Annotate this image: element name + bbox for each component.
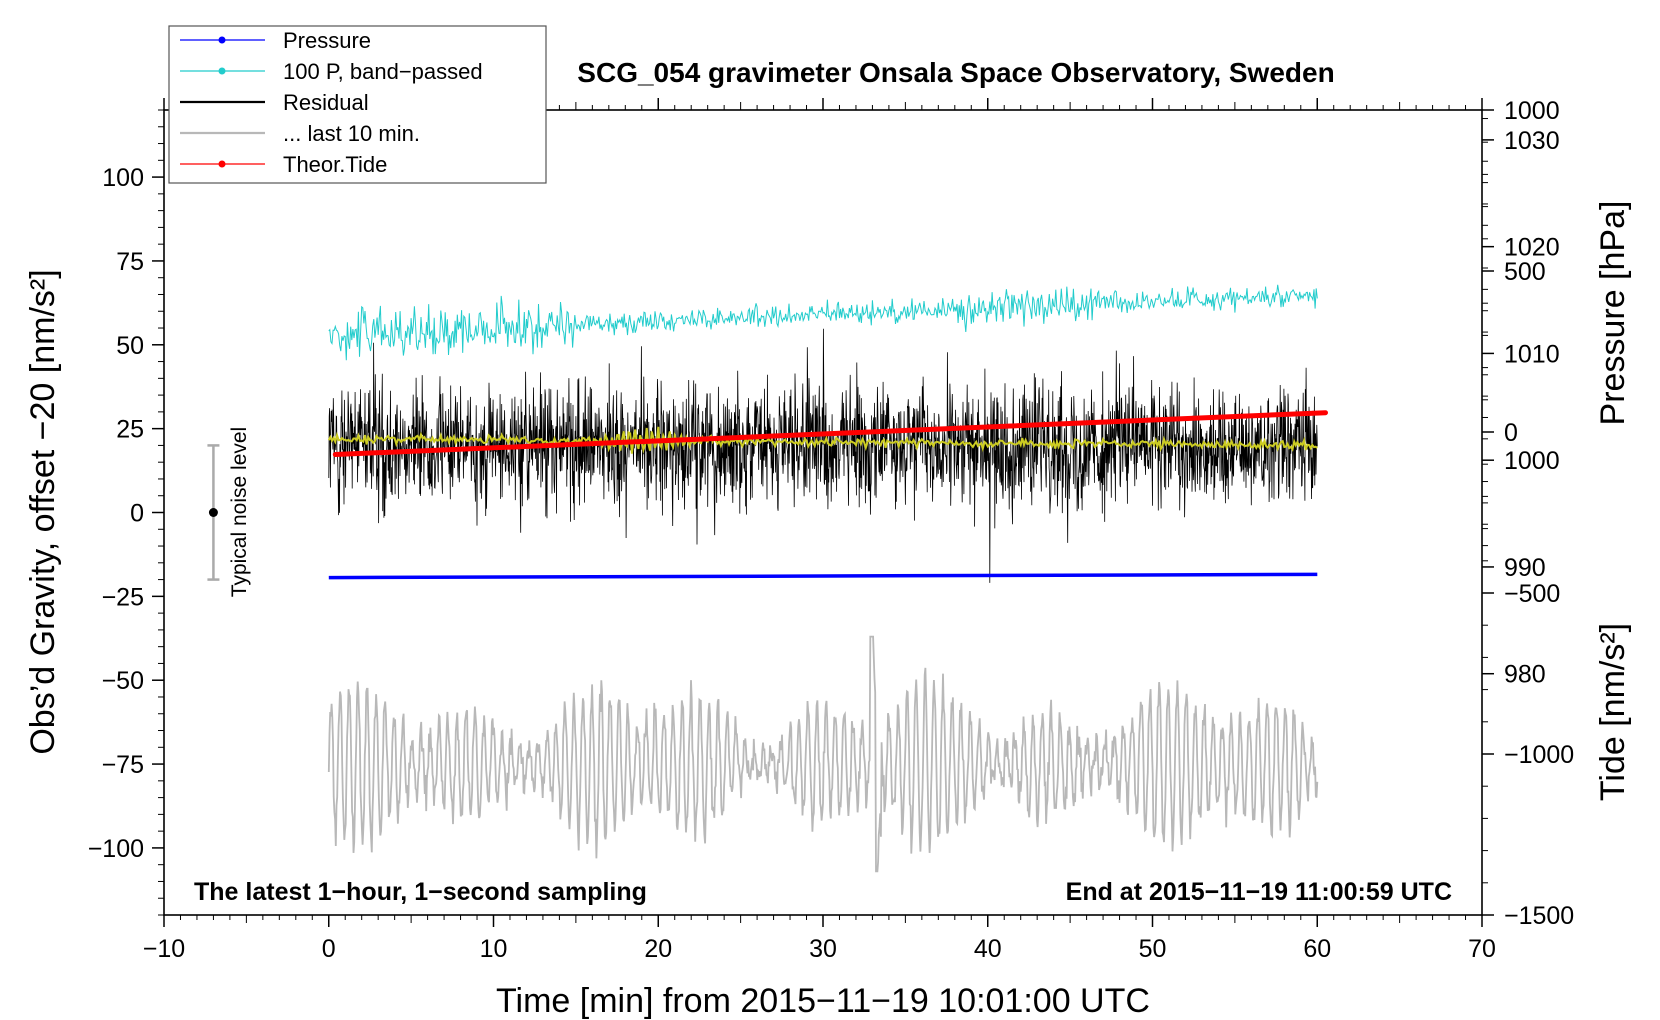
pressure-tick-label: 980 [1504,661,1546,689]
tide-tick-label: 1000 [1504,97,1560,125]
noise-indicator [207,444,220,581]
noise-center-point [208,508,218,517]
pressure-tick-label: 1030 [1504,127,1560,155]
x-tick-label: 50 [1139,935,1167,963]
y-left-tick-label: 100 [102,164,144,192]
series-theoretical-tide [332,410,1328,457]
tide-tick-label: 500 [1504,258,1546,286]
legend-entries: Pressure 100 P, band−passed Residual ... la… [180,28,483,177]
pressure-tick-label: 1020 [1504,234,1560,262]
pressure-tick-label: 990 [1504,554,1546,582]
legend-box [168,25,547,184]
x-tick-label: 0 [322,935,336,963]
y-left-tick-label: 50 [116,332,144,360]
y-left-tick-label: 25 [116,416,144,444]
x-tick-label: 10 [480,935,508,963]
legend: Pressure 100 P, band−passed Residual ... la… [168,25,547,184]
series-residual [328,328,1318,583]
y-axis-label-left: Obs’d Gravity, offset −20 [nm/s²] [24,269,62,754]
legend-label: ... last 10 min. [283,121,420,146]
y-axis-label-tide: Tide [nm/s²] [1594,623,1632,801]
y-axis-label-pressure: Pressure [hPa] [1594,201,1632,426]
series-layer [327,284,1328,873]
x-tick-label: −10 [143,935,185,963]
x-tick-label: 20 [644,935,672,963]
legend-marker [218,160,226,168]
chart-title: SCG_054 gravimeter Onsala Space Observat… [577,57,1334,88]
x-tick-label: 40 [974,935,1002,963]
legend-label: Residual [283,90,369,115]
series-pressure-bandpassed [328,284,1318,361]
legend-label: Pressure [283,28,371,53]
legend-label: 100 P, band−passed [283,59,483,84]
x-tick-label: 30 [809,935,837,963]
annotation-end-time: End at 2015−11−19 11:00:59 UTC [1066,878,1452,906]
y-left-tick-label: −75 [102,751,144,779]
series-residual-smoothed [327,426,1318,454]
x-tick-label: 60 [1303,935,1331,963]
y-left-tick-label: −50 [102,667,144,695]
legend-marker [218,67,226,75]
pressure-tick-label: 1010 [1504,340,1560,368]
legend-label: Theor.Tide [283,152,387,177]
tide-tick-label: −1000 [1504,741,1574,769]
x-tick-label: 70 [1468,935,1496,963]
legend-marker [218,36,226,44]
series-last-10-min [327,635,1319,873]
noise-level-label: Typical noise level [228,427,251,597]
pressure-tick-label: 1000 [1504,447,1560,475]
tide-tick-label: 0 [1504,419,1518,447]
tide-tick-label: −1500 [1504,902,1574,930]
y-left-tick-label: 0 [130,500,144,528]
tide-tick-label: −500 [1504,580,1560,608]
series-pressure [328,572,1318,580]
y-left-tick-label: 75 [116,248,144,276]
tick-layer: −10 0 10 20 30 40 50 60 70−100−75−50−25025507510… [88,97,1575,963]
y-left-tick-label: −25 [102,583,144,611]
x-axis-label: Time [min] from 2015−11−19 10:01:00 UTC [496,982,1150,1020]
y-left-tick-label: −100 [88,835,144,863]
annotation-sampling: The latest 1−hour, 1−second sampling [194,878,647,906]
